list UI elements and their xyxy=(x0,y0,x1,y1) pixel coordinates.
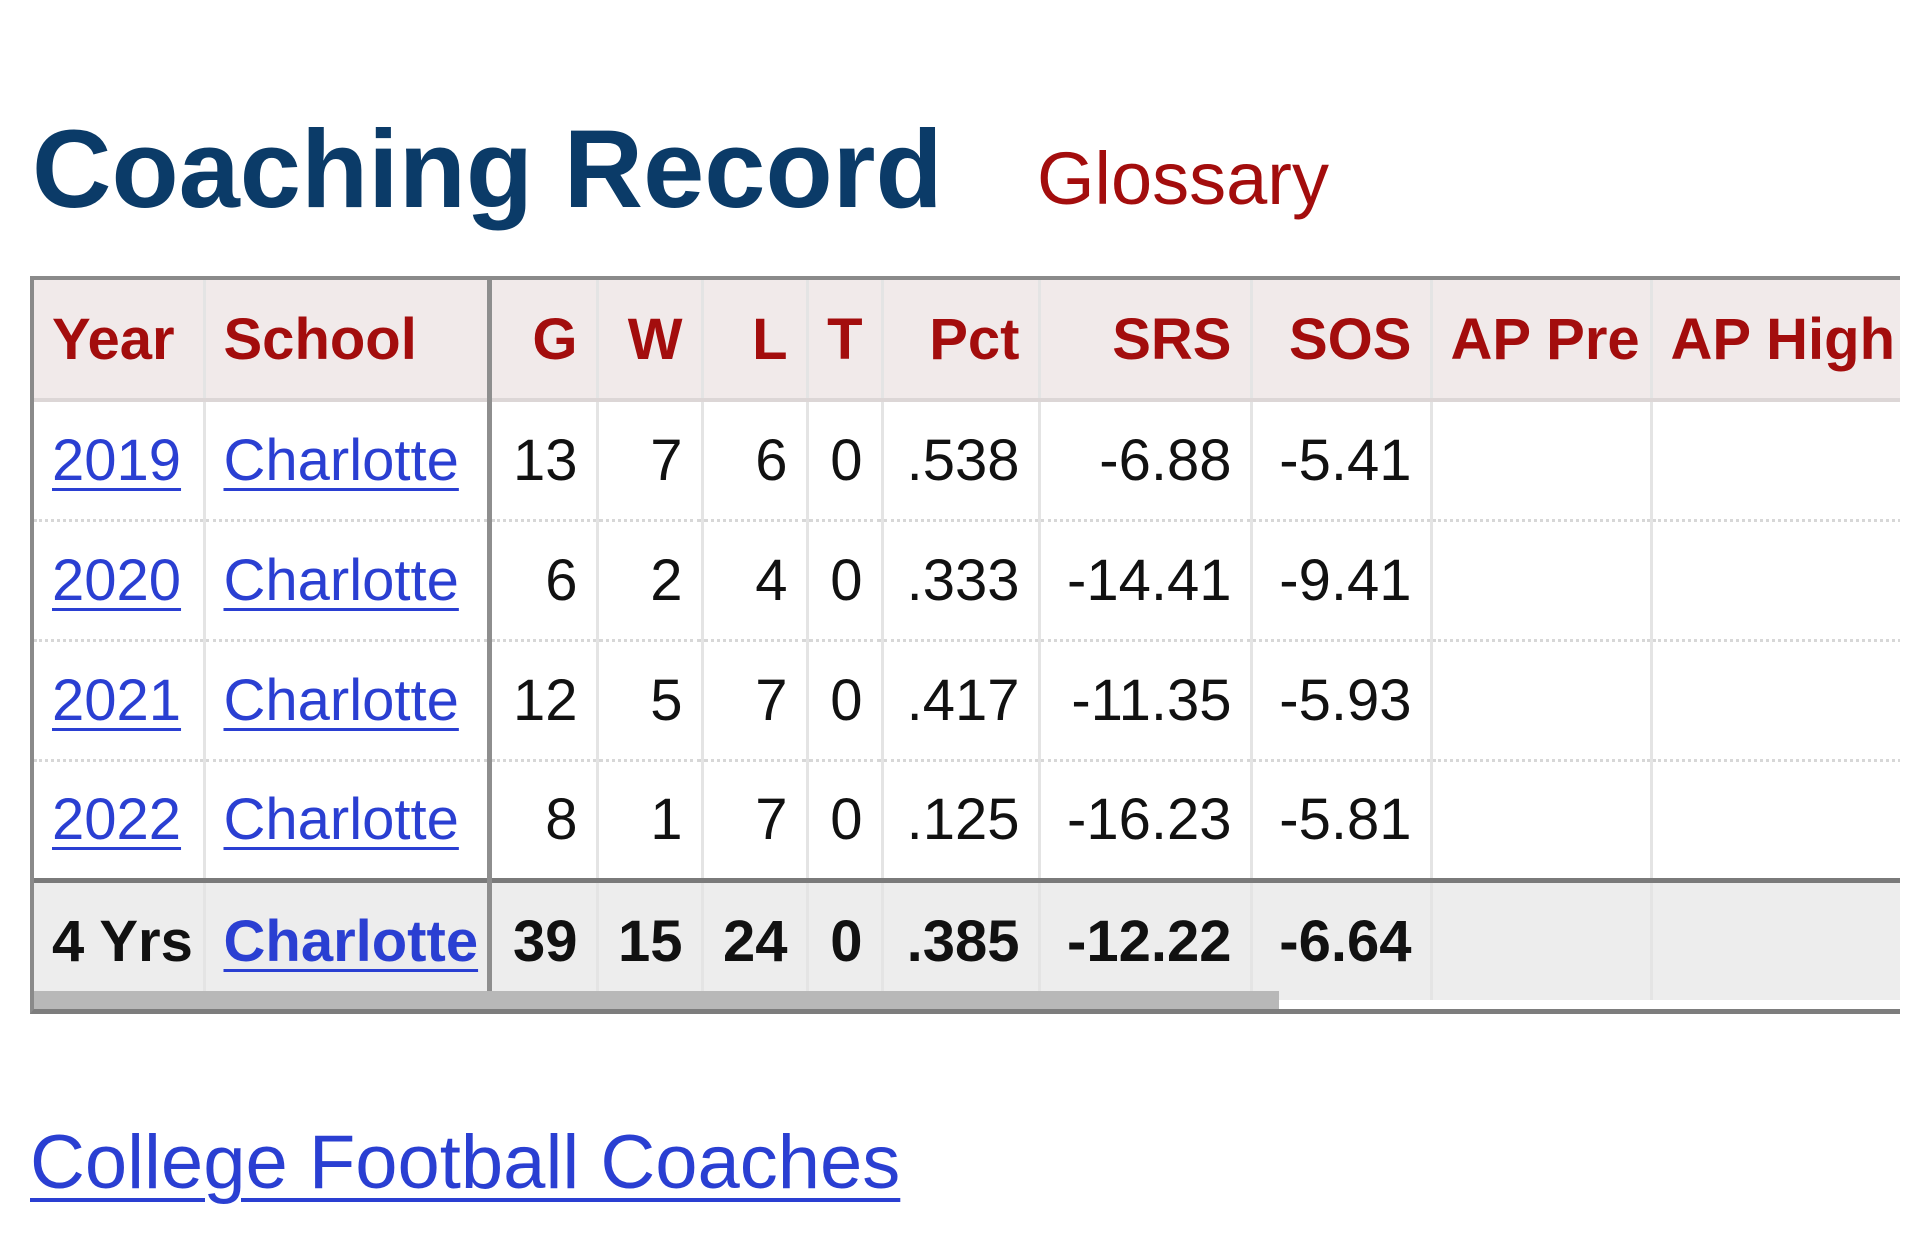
column-header-w[interactable]: W xyxy=(597,280,704,402)
ap-pre-cell xyxy=(1431,640,1653,762)
school-cell: Charlotte xyxy=(204,640,492,762)
losses-cell: 4 xyxy=(702,520,809,642)
school-link[interactable]: Charlotte xyxy=(223,787,459,852)
ap-high-cell xyxy=(1651,760,1900,880)
srs-cell: -11.35 xyxy=(1039,640,1253,762)
pct-cell: .417 xyxy=(882,640,1041,762)
school-cell: Charlotte xyxy=(204,520,492,642)
year-link[interactable]: 2020 xyxy=(52,547,182,613)
sos-cell: -5.41 xyxy=(1251,400,1433,522)
srs-cell: -6.88 xyxy=(1039,400,1253,522)
table-row: 2020 Charlotte 6 2 4 0 .333 -14.41 -9.41 xyxy=(34,520,1900,642)
table-total-row: 4 Yrs Charlotte 39 15 24 0 .385 -12.22 -… xyxy=(34,877,1900,1000)
column-header-g[interactable]: G xyxy=(489,280,599,402)
games-cell: 13 xyxy=(489,400,599,522)
year-cell: 2022 xyxy=(34,760,206,880)
table-row: 2021 Charlotte 12 5 7 0 .417 -11.35 -5.9… xyxy=(34,640,1900,762)
year-link[interactable]: 2019 xyxy=(52,427,182,493)
srs-cell: -14.41 xyxy=(1039,520,1253,642)
games-cell: 8 xyxy=(489,760,599,880)
total-wins-cell: 15 xyxy=(597,877,704,1000)
column-header-t[interactable]: T xyxy=(807,280,884,402)
year-cell: 2020 xyxy=(34,520,206,642)
college-football-coaches-link[interactable]: College Football Coaches xyxy=(30,1120,901,1205)
coaching-record-table: Year School G W L T Pct SRS SOS AP Pre A… xyxy=(34,280,1900,1000)
games-cell: 6 xyxy=(489,520,599,642)
losses-cell: 7 xyxy=(702,640,809,762)
column-header-sos[interactable]: SOS xyxy=(1251,280,1433,402)
total-pct-cell: .385 xyxy=(882,877,1041,1000)
table-row: 2019 Charlotte 13 7 6 0 .538 -6.88 -5.41 xyxy=(34,400,1900,522)
total-school-link[interactable]: Charlotte xyxy=(223,908,479,974)
ap-pre-cell xyxy=(1431,760,1653,880)
ap-pre-cell xyxy=(1431,520,1653,642)
ties-cell: 0 xyxy=(807,520,884,642)
column-header-school[interactable]: School xyxy=(204,280,492,402)
srs-cell: -16.23 xyxy=(1039,760,1253,880)
total-ap-pre-cell xyxy=(1431,877,1653,1000)
school-cell: Charlotte xyxy=(204,400,492,522)
column-header-year[interactable]: Year xyxy=(34,280,206,402)
school-link[interactable]: Charlotte xyxy=(223,427,459,493)
year-cell: 2021 xyxy=(34,640,206,762)
pct-cell: .538 xyxy=(882,400,1041,522)
total-games-cell: 39 xyxy=(489,877,599,1000)
losses-cell: 7 xyxy=(702,760,809,880)
column-header-l[interactable]: L xyxy=(702,280,809,402)
school-link[interactable]: Charlotte xyxy=(223,547,459,613)
ties-cell: 0 xyxy=(807,400,884,522)
year-link[interactable]: 2022 xyxy=(52,787,182,852)
pct-cell: .125 xyxy=(882,760,1041,880)
ap-high-cell xyxy=(1651,520,1900,642)
table-header-row: Year School G W L T Pct SRS SOS AP Pre A… xyxy=(34,280,1900,402)
total-srs-cell: -12.22 xyxy=(1039,877,1253,1000)
column-header-ap-pre[interactable]: AP Pre xyxy=(1431,280,1653,402)
wins-cell: 1 xyxy=(597,760,704,880)
wins-cell: 2 xyxy=(597,520,704,642)
losses-cell: 6 xyxy=(702,400,809,522)
total-losses-cell: 24 xyxy=(702,877,809,1000)
games-cell: 12 xyxy=(489,640,599,762)
total-ties-cell: 0 xyxy=(807,877,884,1000)
total-school-cell: Charlotte xyxy=(204,877,492,1000)
school-link[interactable]: Charlotte xyxy=(223,667,459,733)
coaching-record-table-container[interactable]: Year School G W L T Pct SRS SOS AP Pre A… xyxy=(30,276,1900,1014)
ap-pre-cell xyxy=(1431,400,1653,522)
ties-cell: 0 xyxy=(807,640,884,762)
year-cell: 2019 xyxy=(34,400,206,522)
sos-cell: -5.81 xyxy=(1251,760,1433,880)
horizontal-scrollbar[interactable] xyxy=(34,991,1279,1009)
sos-cell: -5.93 xyxy=(1251,640,1433,762)
total-ap-high-cell xyxy=(1651,877,1900,1000)
total-sos-cell: -6.64 xyxy=(1251,877,1433,1000)
sos-cell: -9.41 xyxy=(1251,520,1433,642)
wins-cell: 5 xyxy=(597,640,704,762)
page-title: Coaching Record xyxy=(32,108,943,231)
year-link[interactable]: 2021 xyxy=(52,667,182,733)
column-header-pct[interactable]: Pct xyxy=(882,280,1041,402)
school-cell: Charlotte xyxy=(204,760,492,880)
pct-cell: .333 xyxy=(882,520,1041,642)
glossary-link[interactable]: Glossary xyxy=(1037,137,1329,220)
total-years-cell: 4 Yrs xyxy=(34,877,206,1000)
table-row: 2022 Charlotte 8 1 7 0 .125 -16.23 -5.81 xyxy=(34,760,1900,880)
section-heading: Coaching Record Glossary xyxy=(32,110,1892,230)
ap-high-cell xyxy=(1651,640,1900,762)
column-header-ap-high[interactable]: AP High xyxy=(1651,280,1900,402)
wins-cell: 7 xyxy=(597,400,704,522)
ap-high-cell xyxy=(1651,400,1900,522)
column-header-srs[interactable]: SRS xyxy=(1039,280,1253,402)
ties-cell: 0 xyxy=(807,760,884,880)
